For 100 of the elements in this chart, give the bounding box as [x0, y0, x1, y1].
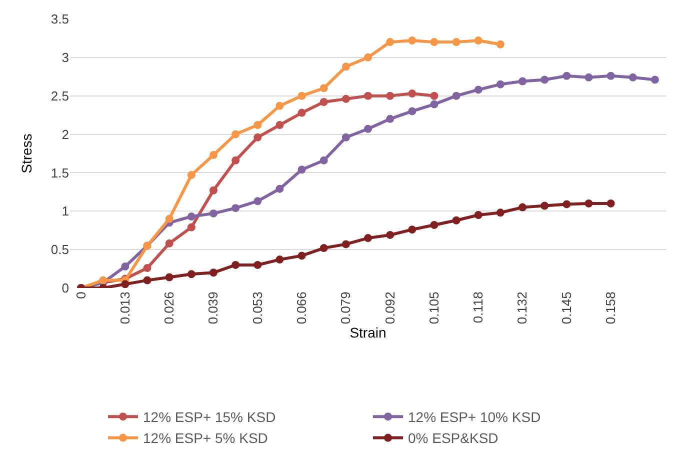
- y-tick-label: 2: [62, 126, 69, 142]
- point: [540, 202, 549, 210]
- point: [232, 204, 240, 212]
- point: [232, 156, 240, 164]
- x-tick-label: 0.145: [558, 292, 574, 324]
- point: [518, 203, 527, 212]
- point: [562, 72, 571, 80]
- point: [540, 76, 549, 84]
- point: [606, 72, 615, 80]
- point: [209, 268, 218, 277]
- point: [386, 38, 394, 46]
- point: [254, 260, 262, 269]
- point: [364, 234, 372, 242]
- y-tick-label: 1: [62, 204, 69, 219]
- y-tick-label: 0.5: [50, 242, 69, 258]
- point: [452, 38, 460, 46]
- x-tick-label: 0.105: [426, 292, 442, 324]
- point: [430, 38, 438, 46]
- point: [187, 171, 196, 180]
- point: [474, 36, 482, 45]
- point: [276, 256, 284, 264]
- point: [298, 92, 306, 100]
- point: [187, 212, 196, 221]
- x-tick-label: 0.026: [162, 292, 177, 324]
- point: [165, 214, 174, 223]
- x-tick-label: 0.053: [250, 292, 265, 324]
- point: [430, 220, 438, 229]
- x-tick-label: 0.066: [294, 292, 310, 324]
- point: [320, 84, 328, 92]
- point: [364, 53, 372, 62]
- point: [320, 244, 328, 252]
- legend-label: 0% ESP&KSD: [408, 430, 498, 446]
- x-tick-label: 0.039: [206, 292, 221, 324]
- point: [606, 199, 615, 208]
- y-tick-label: 3.5: [50, 12, 69, 27]
- legend-label: 12% ESP+ 10% KSD: [408, 409, 541, 426]
- point: [209, 186, 218, 194]
- point: [276, 102, 284, 110]
- point: [386, 230, 394, 239]
- point: [496, 80, 504, 88]
- x-axis-title: Strain: [350, 324, 386, 340]
- point: [430, 92, 438, 100]
- point: [584, 73, 593, 82]
- point: [99, 276, 108, 284]
- point: [209, 151, 218, 160]
- point: [452, 92, 460, 100]
- point: [562, 200, 571, 208]
- point: [298, 252, 306, 260]
- point: [342, 94, 350, 103]
- point: [408, 36, 416, 45]
- point: [364, 124, 372, 133]
- point: [518, 77, 527, 86]
- point: [408, 226, 416, 234]
- point: [276, 121, 284, 130]
- point: [452, 216, 460, 224]
- point: [628, 73, 637, 82]
- point: [320, 156, 328, 164]
- point: [232, 130, 240, 138]
- point: [254, 197, 262, 206]
- point: [187, 223, 196, 232]
- point: [209, 209, 218, 218]
- point: [650, 76, 659, 84]
- point: [408, 107, 416, 116]
- point: [254, 133, 262, 142]
- point: [386, 114, 394, 123]
- y-tick-label: 2.5: [50, 88, 69, 104]
- y-axis-title: Stress: [18, 134, 35, 174]
- legend-label: 12% ESP+ 15% KSD: [143, 409, 276, 426]
- point: [143, 276, 152, 284]
- x-tick-label: 0.158: [603, 292, 618, 324]
- point: [121, 280, 130, 288]
- point: [320, 98, 328, 106]
- y-tick-label: 3: [62, 50, 69, 65]
- point: [165, 239, 174, 248]
- legend-label: 12% ESP+ 5% KSD: [143, 430, 268, 446]
- point: [121, 262, 130, 270]
- point: [408, 90, 416, 98]
- x-tick-label: 0.132: [514, 292, 530, 324]
- x-tick-label: 0.092: [382, 292, 398, 324]
- point: [386, 92, 394, 100]
- point: [298, 108, 306, 117]
- point: [364, 92, 372, 100]
- point: [584, 199, 593, 208]
- point: [232, 260, 240, 269]
- point: [496, 208, 504, 217]
- point: [342, 62, 350, 71]
- point: [254, 121, 262, 130]
- point: [143, 264, 152, 272]
- point: [430, 100, 438, 108]
- point: [187, 270, 196, 278]
- y-tick-label: 1.5: [50, 165, 69, 180]
- point: [342, 133, 350, 142]
- point: [474, 86, 482, 94]
- x-tick-label: 0.118: [470, 292, 486, 324]
- point: [298, 166, 306, 174]
- point: [474, 210, 482, 219]
- x-tick-label: 0.013: [117, 292, 132, 324]
- point: [165, 273, 174, 282]
- y-tick-label: 0: [62, 280, 69, 296]
- x-tick-label: 0: [73, 292, 88, 299]
